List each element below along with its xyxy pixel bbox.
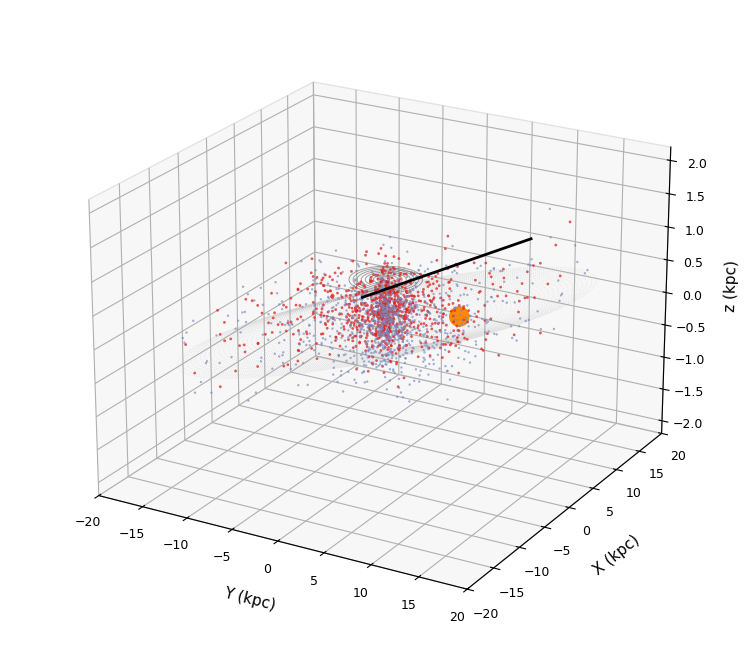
Y-axis label: X (kpc): X (kpc) bbox=[590, 533, 642, 579]
X-axis label: Y (kpc): Y (kpc) bbox=[222, 585, 277, 613]
